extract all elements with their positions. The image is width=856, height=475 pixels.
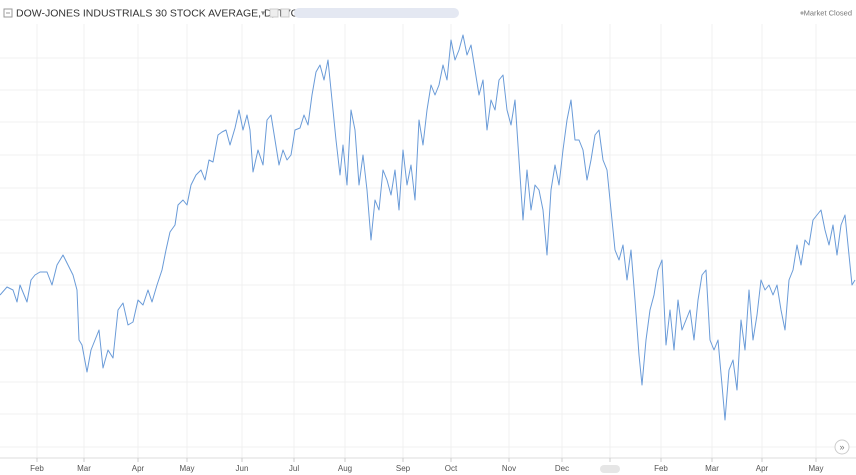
x-tick-label: Apr bbox=[132, 464, 145, 473]
collapse-icon[interactable] bbox=[3, 8, 13, 18]
grid-decoration bbox=[0, 57, 856, 448]
x-tick-label: Jul bbox=[289, 464, 299, 473]
x-tick-label: May bbox=[179, 464, 194, 473]
status-dot bbox=[800, 11, 804, 15]
x-tick-label: Oct bbox=[445, 464, 458, 473]
blurred-values bbox=[294, 8, 459, 18]
market-status: Market Closed bbox=[804, 8, 852, 17]
x-tick-label: Nov bbox=[502, 464, 516, 473]
x-tick-label: Feb bbox=[654, 464, 668, 473]
scroll-icon: » bbox=[839, 442, 844, 452]
x-tick-label: Aug bbox=[338, 464, 352, 473]
x-tick-label: Dec bbox=[555, 464, 569, 473]
dropdown-arrow[interactable]: ▾ bbox=[261, 9, 265, 18]
x-tick-label: Apr bbox=[756, 464, 769, 473]
x-tick-label: Jun bbox=[236, 464, 249, 473]
x-tick-label: Mar bbox=[705, 464, 719, 473]
x-tick-label: Sep bbox=[396, 464, 411, 473]
chart-title: DOW-JONES INDUSTRIALS 30 STOCK AVERAGE, … bbox=[16, 7, 299, 19]
blurred-label bbox=[600, 465, 620, 473]
x-tick-label: Mar bbox=[77, 464, 91, 473]
scroll-button[interactable] bbox=[834, 439, 850, 455]
x-tick-label: May bbox=[808, 464, 823, 473]
header-button[interactable] bbox=[280, 8, 290, 18]
x-tick-label: Feb bbox=[30, 464, 44, 473]
price-line bbox=[0, 34, 856, 421]
header-button[interactable] bbox=[269, 8, 279, 18]
